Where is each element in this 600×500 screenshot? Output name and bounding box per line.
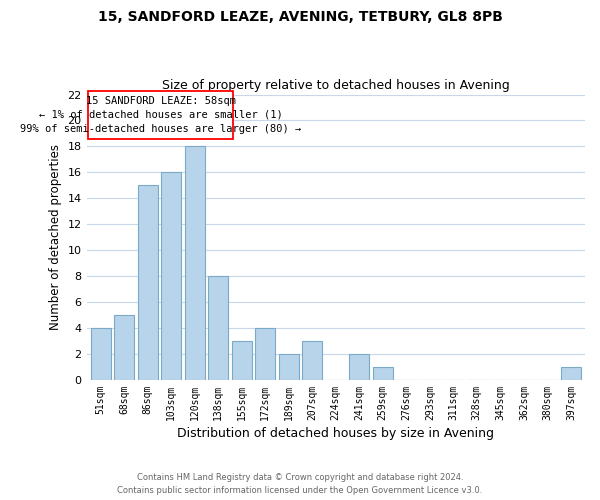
Bar bbox=[561, 367, 581, 380]
Bar bbox=[91, 328, 110, 380]
Text: 15 SANDFORD LEAZE: 58sqm
← 1% of detached houses are smaller (1)
99% of semi-det: 15 SANDFORD LEAZE: 58sqm ← 1% of detache… bbox=[20, 96, 301, 134]
Bar bbox=[349, 354, 369, 380]
Bar bbox=[161, 172, 181, 380]
Bar bbox=[185, 146, 205, 380]
Bar bbox=[255, 328, 275, 380]
Text: Contains HM Land Registry data © Crown copyright and database right 2024.
Contai: Contains HM Land Registry data © Crown c… bbox=[118, 474, 482, 495]
Y-axis label: Number of detached properties: Number of detached properties bbox=[49, 144, 62, 330]
Bar bbox=[279, 354, 299, 380]
Bar bbox=[302, 341, 322, 380]
Text: 15, SANDFORD LEAZE, AVENING, TETBURY, GL8 8PB: 15, SANDFORD LEAZE, AVENING, TETBURY, GL… bbox=[98, 10, 502, 24]
Bar bbox=[208, 276, 228, 380]
FancyBboxPatch shape bbox=[88, 90, 233, 140]
Bar bbox=[232, 341, 252, 380]
Title: Size of property relative to detached houses in Avening: Size of property relative to detached ho… bbox=[162, 79, 509, 92]
Bar bbox=[137, 186, 158, 380]
Bar bbox=[114, 315, 134, 380]
Bar bbox=[373, 367, 393, 380]
X-axis label: Distribution of detached houses by size in Avening: Distribution of detached houses by size … bbox=[177, 427, 494, 440]
